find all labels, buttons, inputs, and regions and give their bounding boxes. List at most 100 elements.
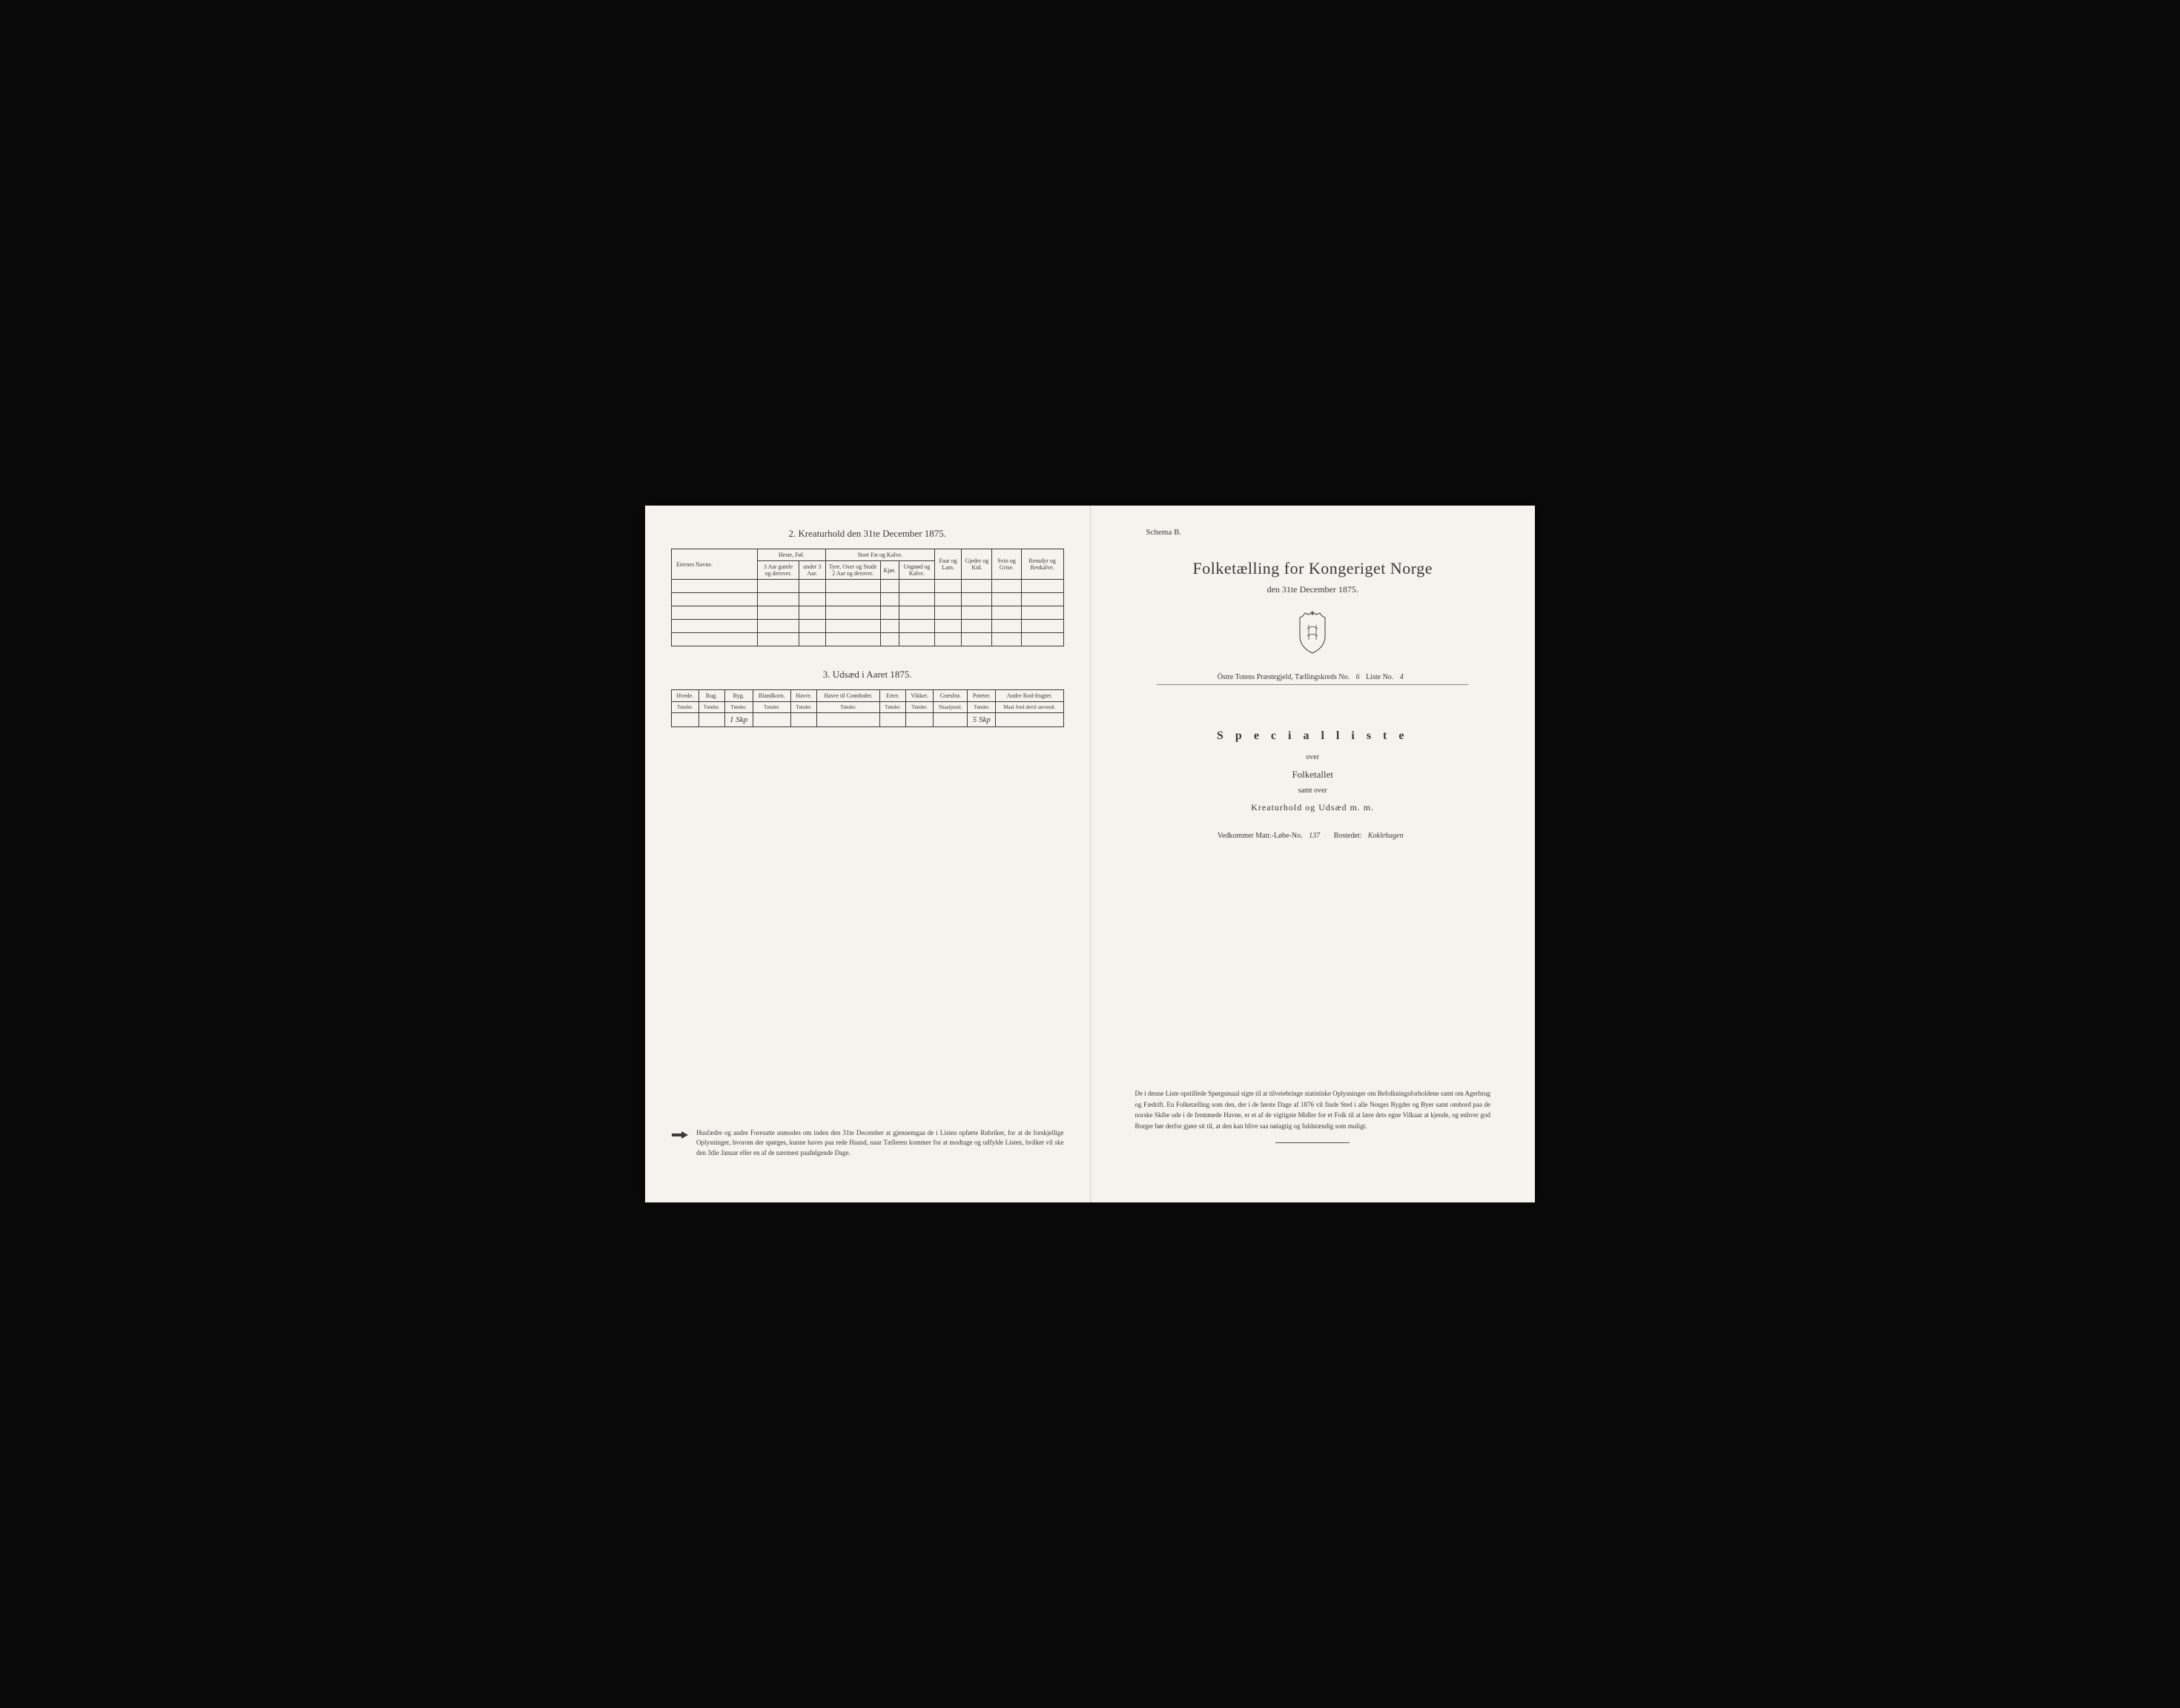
table-cell [790, 713, 816, 727]
folketallet-label: Folketallet [1117, 769, 1510, 781]
table1-col-1: under 3 Aar. [799, 561, 825, 580]
table-cell [672, 620, 758, 633]
table-cell [992, 620, 1021, 633]
table-cell [825, 580, 880, 593]
vedkommer-label: Vedkommer Matr.-Løbe-No. [1218, 832, 1303, 840]
table2-subheader: Tønder. [817, 702, 880, 713]
left-footnote: Husfædre og andre Foresatte anmodes om i… [671, 1128, 1064, 1159]
table-cell [934, 580, 961, 593]
table-cell [880, 580, 899, 593]
table1-col-2: Tyre, Oxer og Stude 2 Aar og derover. [825, 561, 880, 580]
table-cell [825, 593, 880, 606]
table2-header: Blandkorn. [753, 690, 790, 702]
table2-header: Havre. [790, 690, 816, 702]
liste-label: Liste No. [1366, 673, 1393, 681]
table2-header: Græsfrø. [934, 690, 968, 702]
table-cell [899, 633, 934, 646]
table2-header: Vikker. [906, 690, 934, 702]
udsaed-table: Hvede.Rug.Byg.Blandkorn.Havre.Havre til … [671, 689, 1064, 727]
schema-label: Schema B. [1146, 528, 1510, 537]
table-cell [962, 633, 992, 646]
table-cell [899, 606, 934, 620]
table-cell [934, 633, 961, 646]
table-cell [934, 593, 961, 606]
left-page: 2. Kreaturhold den 31te December 1875. E… [645, 506, 1091, 1202]
table-cell [899, 593, 934, 606]
section-2-title: 2. Kreaturhold den 31te December 1875. [671, 528, 1064, 540]
table-cell [880, 606, 899, 620]
table-cell [799, 593, 825, 606]
district-no: 6 [1356, 673, 1360, 681]
table-cell [899, 580, 934, 593]
table-cell [753, 713, 790, 727]
table2-subheader: Skaalpund. [934, 702, 968, 713]
table-cell [1021, 593, 1063, 606]
table-cell [758, 633, 799, 646]
table-row [672, 580, 1064, 593]
table1-group-1: Stort Fæ og Kalve. [825, 549, 934, 561]
specialliste-block: S p e c i a l l i s t e over Folketallet… [1117, 729, 1510, 840]
table2-header: Hvede. [672, 690, 699, 702]
table-cell [880, 633, 899, 646]
right-footnote-text: De i denne Liste opstillede Spørgsmaal s… [1135, 1088, 1491, 1131]
table-cell [799, 580, 825, 593]
table-cell [880, 593, 899, 606]
kreaturhold-table: Eiernes Navne. Heste, Føl. Stort Fæ og K… [671, 549, 1064, 646]
right-footnote: De i denne Liste opstillede Spørgsmaal s… [1135, 1088, 1491, 1143]
table1-group-0: Heste, Føl. [758, 549, 825, 561]
table-cell [962, 580, 992, 593]
table-cell [934, 713, 968, 727]
table1-col-3: Kjør. [880, 561, 899, 580]
table-cell [672, 713, 699, 727]
table1-rowlabel-header: Eiernes Navne. [672, 549, 758, 580]
kreaturhold-label: Kreaturhold og Udsæd m. m. [1117, 802, 1510, 813]
table-row [672, 620, 1064, 633]
table2-subheader: Tønder. [672, 702, 699, 713]
table-cell [1021, 580, 1063, 593]
table-cell [672, 580, 758, 593]
table2-subheader: Tønder. [698, 702, 724, 713]
table-cell [758, 620, 799, 633]
table-cell [672, 593, 758, 606]
table-cell [672, 606, 758, 620]
table-cell [1021, 606, 1063, 620]
table-cell: 1 Skp [724, 713, 753, 727]
table-cell [880, 713, 906, 727]
bostedet-label: Bostedet: [1334, 832, 1362, 840]
table-cell [799, 620, 825, 633]
table-cell [880, 620, 899, 633]
date-subtitle: den 31te December 1875. [1117, 584, 1510, 595]
liste-no: 4 [1400, 673, 1404, 681]
table1-col-7: Svin og Grise. [992, 549, 1021, 580]
over-label: over [1117, 753, 1510, 761]
table-row [672, 606, 1064, 620]
table-cell [992, 606, 1021, 620]
table2-header: Byg. [724, 690, 753, 702]
table-cell [825, 633, 880, 646]
specialliste-title: S p e c i a l l i s t e [1117, 729, 1510, 743]
table-cell [962, 620, 992, 633]
table1-col-4: Ungnød og Kalve. [899, 561, 934, 580]
table2-subheader: Maal Jord dertil anvendt. [996, 702, 1063, 713]
table-cell [799, 633, 825, 646]
samt-over-label: samt over [1117, 787, 1510, 795]
table-cell [817, 713, 880, 727]
table2-subheader: Tønder. [906, 702, 934, 713]
main-title: Folketælling for Kongeriget Norge [1117, 559, 1510, 578]
table2-subheader: Tønder. [753, 702, 790, 713]
vedkommer-no: 137 [1309, 832, 1320, 840]
table1-col-0: 3 Aar gamle og derover. [758, 561, 799, 580]
table-cell [1021, 620, 1063, 633]
section-3-title: 3. Udsæd i Aaret 1875. [671, 669, 1064, 681]
table-cell [825, 620, 880, 633]
table1-col-8: Rensdyr og Renkalve. [1021, 549, 1063, 580]
table2-header: Andre Rod-frugter. [996, 690, 1063, 702]
table-cell [992, 593, 1021, 606]
table-cell [934, 620, 961, 633]
pointing-hand-icon [671, 1130, 689, 1140]
table2-subheader: Tønder. [724, 702, 753, 713]
table2-header: Havre til Grønfoder. [817, 690, 880, 702]
table-cell [758, 606, 799, 620]
table-cell: 5 Skp [968, 713, 996, 727]
table-cell [934, 606, 961, 620]
